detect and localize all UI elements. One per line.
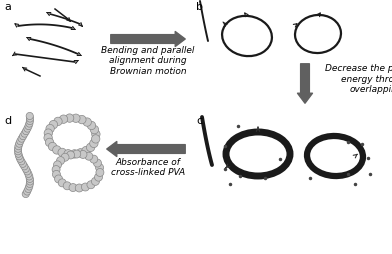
Circle shape xyxy=(15,148,22,155)
Circle shape xyxy=(90,125,99,134)
Circle shape xyxy=(75,184,83,192)
Circle shape xyxy=(82,183,89,191)
Circle shape xyxy=(69,184,77,192)
Circle shape xyxy=(65,114,74,122)
Text: Absorbance of
cross-linked PVA: Absorbance of cross-linked PVA xyxy=(111,158,185,177)
Circle shape xyxy=(54,117,62,125)
Circle shape xyxy=(24,125,31,132)
Circle shape xyxy=(67,151,74,159)
Circle shape xyxy=(91,135,100,143)
Circle shape xyxy=(96,168,104,177)
Circle shape xyxy=(85,152,93,160)
Circle shape xyxy=(59,115,68,123)
Circle shape xyxy=(90,155,98,163)
Circle shape xyxy=(46,124,54,133)
Circle shape xyxy=(25,170,32,178)
Circle shape xyxy=(15,150,22,157)
Circle shape xyxy=(82,146,90,155)
Text: b: b xyxy=(196,2,203,12)
Circle shape xyxy=(19,160,26,167)
Text: c: c xyxy=(196,116,202,126)
Circle shape xyxy=(79,150,87,158)
Circle shape xyxy=(44,134,52,142)
Circle shape xyxy=(91,177,100,185)
Circle shape xyxy=(78,115,86,124)
Circle shape xyxy=(53,170,60,178)
Text: Bending and parallel
alignment during
Brownian motion: Bending and parallel alignment during Br… xyxy=(101,46,195,76)
Circle shape xyxy=(54,175,63,183)
Circle shape xyxy=(20,133,27,140)
Circle shape xyxy=(25,183,33,190)
Circle shape xyxy=(94,173,102,181)
Circle shape xyxy=(26,115,34,122)
Circle shape xyxy=(53,161,62,169)
Circle shape xyxy=(22,128,30,135)
Circle shape xyxy=(18,135,25,142)
Circle shape xyxy=(26,120,33,127)
Circle shape xyxy=(64,150,73,158)
Circle shape xyxy=(61,153,69,161)
Circle shape xyxy=(26,178,34,185)
Circle shape xyxy=(53,146,61,154)
Circle shape xyxy=(87,181,95,189)
Text: d: d xyxy=(4,116,11,126)
Circle shape xyxy=(21,130,28,137)
Circle shape xyxy=(15,145,22,152)
Circle shape xyxy=(21,163,28,170)
Circle shape xyxy=(48,142,57,151)
Circle shape xyxy=(26,113,33,120)
Circle shape xyxy=(72,114,80,122)
Circle shape xyxy=(16,155,24,162)
Circle shape xyxy=(56,157,65,165)
Circle shape xyxy=(18,158,25,165)
Circle shape xyxy=(22,165,29,172)
Text: a: a xyxy=(4,2,11,12)
Circle shape xyxy=(17,138,24,145)
Circle shape xyxy=(16,153,23,160)
Circle shape xyxy=(49,120,58,129)
Circle shape xyxy=(87,121,96,130)
Circle shape xyxy=(58,148,66,157)
Circle shape xyxy=(26,117,33,125)
Circle shape xyxy=(22,190,29,198)
Circle shape xyxy=(86,143,95,152)
Circle shape xyxy=(15,142,22,150)
Circle shape xyxy=(73,150,81,158)
Circle shape xyxy=(26,180,33,187)
Circle shape xyxy=(96,164,103,172)
Circle shape xyxy=(16,140,23,147)
Circle shape xyxy=(25,173,33,180)
Circle shape xyxy=(70,150,79,158)
Circle shape xyxy=(52,166,60,173)
Circle shape xyxy=(63,182,71,190)
Circle shape xyxy=(24,188,31,195)
Circle shape xyxy=(83,118,91,126)
Circle shape xyxy=(90,139,98,148)
Circle shape xyxy=(76,149,85,157)
Circle shape xyxy=(25,185,32,193)
Circle shape xyxy=(26,175,33,183)
Circle shape xyxy=(92,130,100,138)
Circle shape xyxy=(25,122,32,130)
Text: Decrease the potential
energy through
overlapping: Decrease the potential energy through ov… xyxy=(325,64,392,94)
Circle shape xyxy=(45,138,54,147)
Circle shape xyxy=(44,129,53,137)
Circle shape xyxy=(24,168,31,175)
Circle shape xyxy=(58,179,66,187)
Circle shape xyxy=(93,159,102,167)
